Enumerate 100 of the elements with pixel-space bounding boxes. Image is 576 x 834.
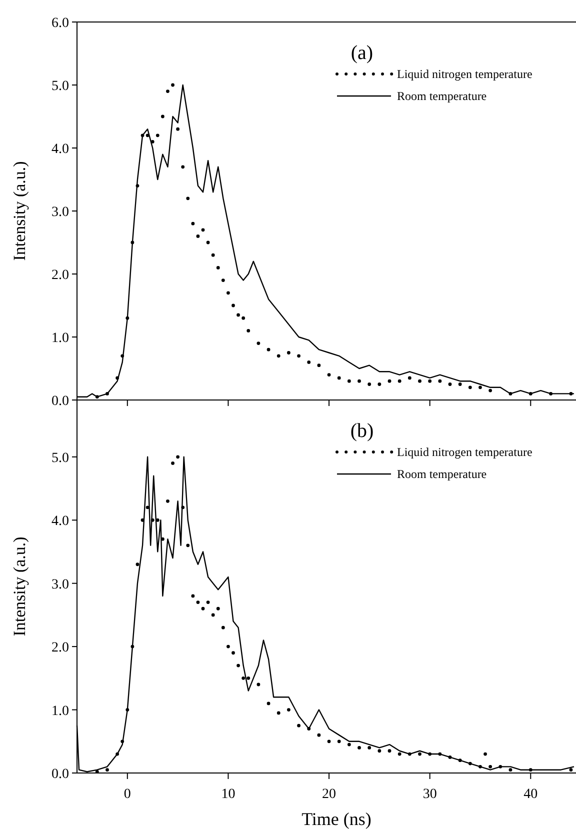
point xyxy=(297,354,300,358)
y-axis-title: Intensity (a.u.) xyxy=(10,536,29,636)
point xyxy=(216,606,220,610)
point xyxy=(136,562,140,566)
point xyxy=(166,499,170,503)
point xyxy=(246,329,250,332)
point xyxy=(266,348,270,352)
point xyxy=(358,379,361,383)
point xyxy=(221,626,225,630)
point xyxy=(181,165,185,169)
x-tick-label: 0 xyxy=(124,787,131,802)
point xyxy=(388,379,392,383)
point xyxy=(378,382,382,386)
point xyxy=(569,768,573,772)
point xyxy=(488,764,492,768)
point xyxy=(196,600,200,604)
point xyxy=(176,127,180,131)
x-axis-title: Time (ns) xyxy=(302,809,372,829)
point xyxy=(297,724,300,728)
point xyxy=(221,278,225,282)
point xyxy=(276,354,280,358)
point xyxy=(201,228,205,232)
point xyxy=(368,382,372,386)
point xyxy=(156,134,160,138)
point xyxy=(191,222,195,226)
point xyxy=(484,752,487,756)
point xyxy=(358,746,361,750)
y-tick-label: 4.0 xyxy=(52,142,69,157)
legend-label: Room temperature xyxy=(397,89,487,103)
point xyxy=(256,682,260,686)
point xyxy=(226,291,230,295)
point xyxy=(398,752,402,756)
x-tick-label: 20 xyxy=(322,787,336,802)
point xyxy=(226,644,230,648)
point xyxy=(327,373,331,376)
point xyxy=(236,313,240,317)
y-tick-label: 2.0 xyxy=(52,640,69,656)
point xyxy=(201,606,205,610)
y-tick-label: 4.0 xyxy=(52,514,69,530)
point xyxy=(242,316,246,320)
y-tick-label: 3.0 xyxy=(52,577,69,592)
y-tick-label: 0.0 xyxy=(52,767,69,782)
point xyxy=(307,360,311,364)
point xyxy=(418,379,422,383)
y-tick-label: 5.0 xyxy=(52,450,69,466)
point xyxy=(211,613,215,617)
text: (b) xyxy=(350,420,374,442)
point xyxy=(368,746,372,750)
point xyxy=(337,376,341,380)
point xyxy=(448,382,452,386)
point xyxy=(232,304,235,308)
point xyxy=(378,749,382,753)
point xyxy=(337,740,341,744)
point xyxy=(106,768,109,772)
y-tick-label: 5.0 xyxy=(52,79,69,94)
point xyxy=(206,240,210,244)
point xyxy=(408,376,412,380)
point xyxy=(236,664,240,668)
point xyxy=(276,711,280,715)
x-tick-label: 40 xyxy=(524,787,538,802)
text: (a) xyxy=(350,42,374,64)
point xyxy=(317,733,321,737)
point xyxy=(176,455,180,459)
point xyxy=(286,351,290,354)
point xyxy=(347,379,351,383)
point xyxy=(166,90,170,93)
point xyxy=(196,234,200,238)
y-tick-label: 1.0 xyxy=(52,331,69,346)
legend-label: Room temperature xyxy=(397,467,487,481)
point xyxy=(327,740,331,744)
y-tick-label: 0.0 xyxy=(52,394,69,409)
point xyxy=(211,253,215,257)
point xyxy=(206,600,210,604)
point xyxy=(242,676,246,680)
point xyxy=(246,676,250,680)
point xyxy=(468,386,472,390)
point xyxy=(191,594,195,598)
point xyxy=(347,742,351,746)
point xyxy=(508,768,512,772)
point xyxy=(458,382,462,386)
x-tick-label: 30 xyxy=(422,787,437,802)
point xyxy=(171,462,174,465)
point xyxy=(286,708,290,712)
y-tick-label: 2.0 xyxy=(52,268,69,283)
point xyxy=(388,749,392,753)
point xyxy=(171,83,174,87)
point xyxy=(418,752,422,756)
y-tick-label: 6.0 xyxy=(52,16,69,31)
point xyxy=(232,651,235,655)
point xyxy=(266,702,270,706)
point xyxy=(186,196,190,200)
point xyxy=(317,364,321,368)
point xyxy=(488,388,492,392)
point xyxy=(428,379,432,383)
y-axis-title: Intensity (a.u.) xyxy=(10,161,29,261)
point xyxy=(216,266,220,270)
point xyxy=(398,379,402,383)
x-tick-label: 10 xyxy=(221,787,236,802)
point xyxy=(160,114,164,118)
point xyxy=(186,544,190,548)
